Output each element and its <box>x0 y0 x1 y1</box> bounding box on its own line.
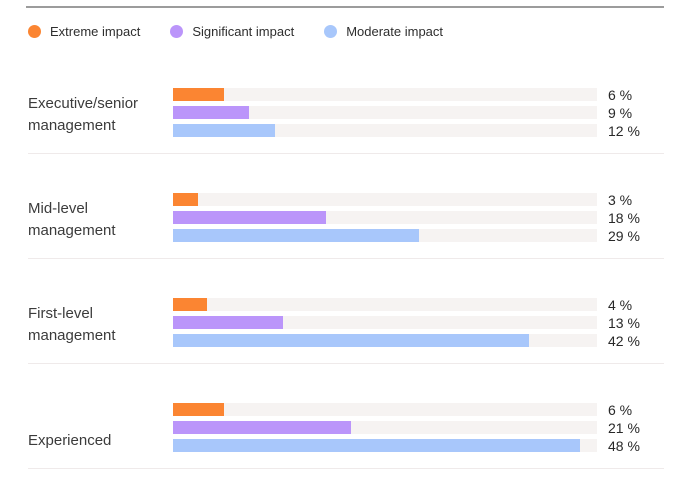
group-mid-level-management: Mid-level management 3 % 18 % 29 % <box>28 154 664 259</box>
bar-extreme-impact <box>173 88 224 101</box>
value-label: 29 % <box>608 227 640 244</box>
bar-extreme-impact <box>173 298 207 311</box>
bar-row: 4 % <box>173 296 664 313</box>
bar-set: 6 % 9 % 12 % <box>173 86 664 139</box>
bar-significant-impact <box>173 421 352 434</box>
value-label: 6 % <box>608 86 633 103</box>
legend-item-extreme: Extreme impact <box>28 24 140 39</box>
group-experienced: Experienced 6 % 21 % 48 % <box>28 364 664 469</box>
legend-label: Significant impact <box>192 24 295 39</box>
bar-track <box>173 229 597 242</box>
bar-track <box>173 421 597 434</box>
moderate-impact-dot-icon <box>324 25 338 38</box>
bar-row: 12 % <box>173 122 664 139</box>
value-label: 42 % <box>608 332 640 349</box>
value-label: 13 % <box>608 314 640 331</box>
group-first-level-management: First-level management 4 % 13 % 42 % <box>28 259 664 364</box>
chart-legend: Extreme impact Significant impact Modera… <box>28 24 691 39</box>
bar-row: 3 % <box>173 191 664 208</box>
extreme-impact-dot-icon <box>28 25 41 38</box>
value-label: 3 % <box>608 191 633 208</box>
bar-row: 6 % <box>173 401 664 418</box>
bar-row: 48 % <box>173 437 664 454</box>
bar-set: 4 % 13 % 42 % <box>173 296 664 349</box>
bar-track <box>173 298 597 311</box>
value-label: 12 % <box>608 122 640 139</box>
bar-set: 3 % 18 % 29 % <box>173 191 664 244</box>
bar-track <box>173 334 597 347</box>
bar-significant-impact <box>173 316 284 329</box>
group-executive-senior-management: Executive/senior management 6 % 9 % 12 % <box>28 49 664 154</box>
value-label: 18 % <box>608 209 640 226</box>
value-label: 21 % <box>608 419 640 436</box>
value-label: 48 % <box>608 437 640 454</box>
bar-row: 42 % <box>173 332 664 349</box>
bar-track <box>173 403 597 416</box>
bar-track <box>173 193 597 206</box>
bar-row: 29 % <box>173 227 664 244</box>
bar-track <box>173 439 597 452</box>
value-label: 9 % <box>608 104 633 121</box>
value-label: 4 % <box>608 296 633 313</box>
category-label: Mid-level management <box>28 200 116 239</box>
bar-significant-impact <box>173 106 250 119</box>
legend-item-moderate: Moderate impact <box>324 24 443 39</box>
bar-moderate-impact <box>173 334 530 347</box>
bar-track <box>173 124 597 137</box>
bar-chart: Executive/senior management 6 % 9 % 12 %… <box>0 49 691 469</box>
bar-significant-impact <box>173 211 326 224</box>
bar-row: 9 % <box>173 104 664 121</box>
bar-set: 6 % 21 % 48 % <box>173 401 664 454</box>
significant-impact-dot-icon <box>170 25 184 38</box>
bar-track <box>173 106 597 119</box>
bar-row: 18 % <box>173 209 664 226</box>
legend-label: Extreme impact <box>50 24 141 39</box>
category-label: Executive/senior management <box>28 95 139 134</box>
value-label: 6 % <box>608 401 633 418</box>
category-label: First-level management <box>28 305 116 344</box>
bar-moderate-impact <box>173 439 581 452</box>
legend-label: Moderate impact <box>346 24 444 39</box>
bar-row: 21 % <box>173 419 664 436</box>
bar-track <box>173 316 597 329</box>
bar-moderate-impact <box>173 124 275 137</box>
bar-moderate-impact <box>173 229 419 242</box>
bar-row: 6 % <box>173 86 664 103</box>
bar-track <box>173 211 597 224</box>
legend-item-significant: Significant impact <box>170 24 294 39</box>
bar-extreme-impact <box>173 193 199 206</box>
top-divider <box>26 6 664 8</box>
category-label: Experienced <box>28 432 112 449</box>
bar-row: 13 % <box>173 314 664 331</box>
bar-track <box>173 88 597 101</box>
bar-extreme-impact <box>173 403 224 416</box>
